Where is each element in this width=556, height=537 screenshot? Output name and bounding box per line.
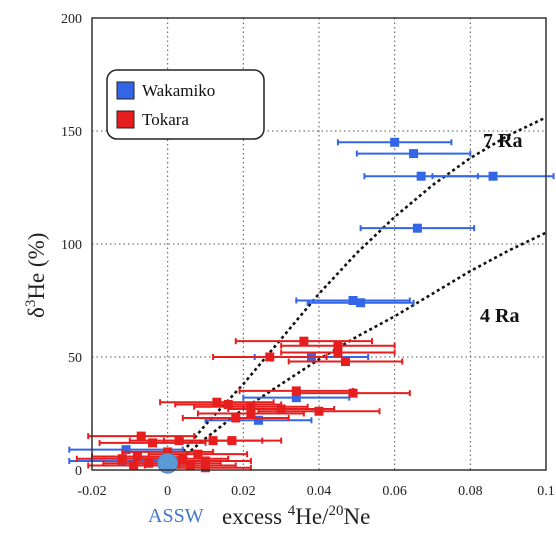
curve-line-0 xyxy=(166,116,547,471)
x-tick-labels: -0.02 0 0.02 0.04 0.06 0.08 0.1 xyxy=(77,484,554,499)
marker xyxy=(223,399,233,409)
marker xyxy=(121,445,131,455)
marker xyxy=(340,357,350,367)
point-tokara xyxy=(212,352,328,362)
x-tick-label: 0.1 xyxy=(537,484,555,499)
legend: Wakamiko Tokara xyxy=(106,69,265,140)
point-tokara xyxy=(295,388,411,398)
marker xyxy=(348,388,358,398)
marker xyxy=(356,298,366,308)
marker xyxy=(163,447,173,457)
marker xyxy=(253,415,263,425)
marker xyxy=(488,171,498,181)
marker xyxy=(144,458,154,468)
marker xyxy=(348,296,358,305)
marker xyxy=(136,431,146,441)
plot-frame xyxy=(91,17,547,471)
reference-point xyxy=(157,452,179,474)
legend-box xyxy=(106,69,265,140)
legend-label-wakamiko: Wakamiko xyxy=(142,81,215,100)
legend-swatch-wakamiko xyxy=(116,81,135,100)
curve-label-7ra: 7 Ra xyxy=(483,130,522,152)
marker xyxy=(412,223,422,233)
point-tokara xyxy=(234,336,373,346)
y-tick-label: 100 xyxy=(61,238,82,253)
marker xyxy=(212,397,222,407)
x-tick-label: 0.06 xyxy=(382,484,407,499)
assw-label: ASSW xyxy=(148,505,204,527)
marker xyxy=(390,137,400,147)
y-tick-label: 150 xyxy=(61,125,82,140)
y-tick-label: 0 xyxy=(75,464,82,479)
marker xyxy=(185,460,195,470)
marker xyxy=(246,409,256,418)
ratio-curves xyxy=(166,116,547,471)
x-tick-label: 0 xyxy=(164,484,171,499)
data-points xyxy=(68,137,555,473)
marker xyxy=(201,463,210,473)
legend-label-tokara: Tokara xyxy=(142,110,189,129)
point-wakamiko xyxy=(431,171,555,181)
marker xyxy=(299,336,309,346)
marker xyxy=(291,393,301,403)
gridlines xyxy=(92,18,546,470)
assw-marker xyxy=(157,452,179,474)
point-tokara xyxy=(287,357,404,367)
y-axis-title: δ3He (%) xyxy=(23,233,49,318)
x-tick-label: -0.02 xyxy=(77,484,106,499)
point-tokara xyxy=(87,431,196,441)
marker xyxy=(416,171,426,181)
marker xyxy=(409,149,419,159)
x-tick-label: 0.02 xyxy=(231,484,256,499)
marker xyxy=(227,436,237,446)
point-wakamiko xyxy=(355,149,472,159)
marker xyxy=(148,438,158,448)
marker xyxy=(333,341,343,351)
y-tick-label: 50 xyxy=(68,351,82,366)
marker xyxy=(276,404,286,414)
marker xyxy=(193,449,203,459)
point-wakamiko xyxy=(359,223,476,233)
x-tick-label: 0.08 xyxy=(458,484,483,499)
marker xyxy=(178,454,188,464)
marker xyxy=(246,402,256,412)
marker xyxy=(333,347,343,357)
point-tokara xyxy=(98,438,207,448)
y-tick-labels: 0 50 100 150 200 xyxy=(61,12,82,479)
marker xyxy=(117,454,127,464)
point-wakamiko xyxy=(306,298,415,308)
point-tokara xyxy=(280,341,396,351)
marker xyxy=(265,352,275,362)
point-wakamiko xyxy=(336,137,453,147)
x-tick-label: 0.04 xyxy=(307,484,332,499)
point-tokara xyxy=(280,347,396,357)
point-tokara xyxy=(196,409,305,418)
x-axis-title: excess 4He/20Ne xyxy=(222,503,370,529)
marker xyxy=(231,413,241,423)
marker xyxy=(314,406,324,416)
point-tokara xyxy=(181,413,290,423)
marker xyxy=(129,460,139,470)
legend-swatch-tokara xyxy=(116,110,135,129)
y-tick-label: 200 xyxy=(61,12,82,27)
marker xyxy=(201,456,210,466)
curve-label-4ra: 4 Ra xyxy=(480,305,519,327)
